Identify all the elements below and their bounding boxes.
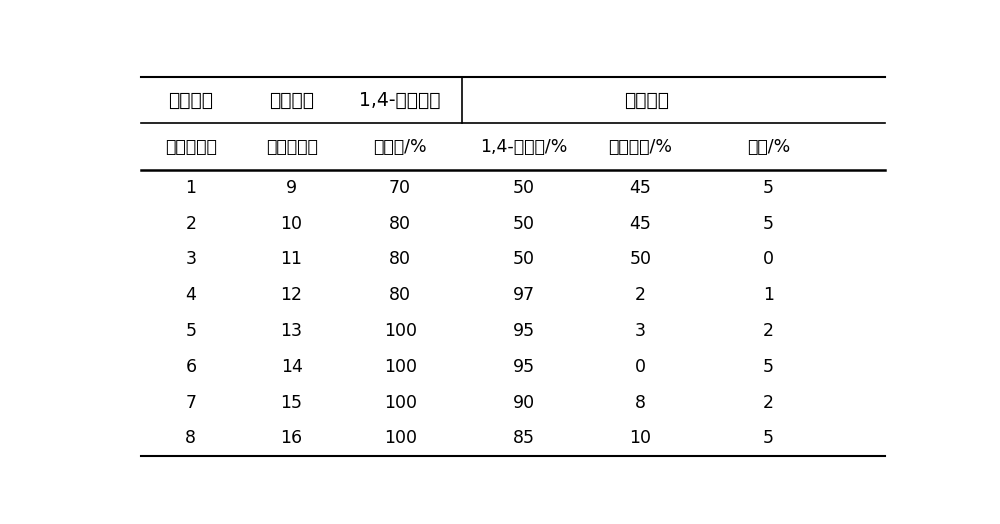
Text: 1,4-丁炔二醇: 1,4-丁炔二醇 bbox=[359, 91, 441, 110]
Text: 80: 80 bbox=[389, 250, 411, 268]
Text: 二段加氢: 二段加氢 bbox=[269, 91, 314, 110]
Text: 95: 95 bbox=[513, 322, 535, 340]
Text: 1,4-丁二醇/%: 1,4-丁二醇/% bbox=[480, 138, 568, 156]
Text: 其他/%: 其他/% bbox=[747, 138, 790, 156]
Text: 97: 97 bbox=[513, 286, 535, 304]
Text: 催化剂编号: 催化剂编号 bbox=[165, 138, 217, 156]
Text: 100: 100 bbox=[384, 429, 417, 447]
Text: 0: 0 bbox=[763, 250, 774, 268]
Text: 产物分布: 产物分布 bbox=[624, 91, 669, 110]
Text: 15: 15 bbox=[281, 394, 303, 411]
Text: 85: 85 bbox=[513, 429, 535, 447]
Text: 5: 5 bbox=[763, 214, 774, 233]
Text: 3: 3 bbox=[635, 322, 646, 340]
Text: 5: 5 bbox=[763, 358, 774, 376]
Text: 100: 100 bbox=[384, 394, 417, 411]
Text: 70: 70 bbox=[389, 179, 411, 196]
Text: 50: 50 bbox=[513, 250, 535, 268]
Text: 80: 80 bbox=[389, 214, 411, 233]
Text: 5: 5 bbox=[763, 429, 774, 447]
Text: 13: 13 bbox=[281, 322, 303, 340]
Text: 10: 10 bbox=[281, 214, 303, 233]
Text: 四氢呋喃/%: 四氢呋喃/% bbox=[608, 138, 672, 156]
Text: 8: 8 bbox=[635, 394, 646, 411]
Text: 50: 50 bbox=[513, 179, 535, 196]
Text: 45: 45 bbox=[629, 179, 651, 196]
Text: 50: 50 bbox=[513, 214, 535, 233]
Text: 催化剂编号: 催化剂编号 bbox=[266, 138, 318, 156]
Text: 7: 7 bbox=[185, 394, 196, 411]
Text: 1: 1 bbox=[185, 179, 196, 196]
Text: 11: 11 bbox=[281, 250, 303, 268]
Text: 95: 95 bbox=[513, 358, 535, 376]
Text: 45: 45 bbox=[629, 214, 651, 233]
Text: 50: 50 bbox=[629, 250, 651, 268]
Text: 80: 80 bbox=[389, 286, 411, 304]
Text: 2: 2 bbox=[763, 322, 774, 340]
Text: 100: 100 bbox=[384, 358, 417, 376]
Text: 5: 5 bbox=[763, 179, 774, 196]
Text: 100: 100 bbox=[384, 322, 417, 340]
Text: 16: 16 bbox=[281, 429, 303, 447]
Text: 0: 0 bbox=[635, 358, 646, 376]
Text: 9: 9 bbox=[286, 179, 297, 196]
Text: 4: 4 bbox=[185, 286, 196, 304]
Text: 转化率/%: 转化率/% bbox=[373, 138, 427, 156]
Text: 3: 3 bbox=[185, 250, 196, 268]
Text: 2: 2 bbox=[635, 286, 646, 304]
Text: 5: 5 bbox=[185, 322, 196, 340]
Text: 1: 1 bbox=[763, 286, 774, 304]
Text: 8: 8 bbox=[185, 429, 196, 447]
Text: 2: 2 bbox=[763, 394, 774, 411]
Text: 一段加氢: 一段加氢 bbox=[168, 91, 213, 110]
Text: 90: 90 bbox=[513, 394, 535, 411]
Text: 12: 12 bbox=[281, 286, 303, 304]
Text: 2: 2 bbox=[185, 214, 196, 233]
Text: 10: 10 bbox=[629, 429, 651, 447]
Text: 6: 6 bbox=[185, 358, 196, 376]
Text: 14: 14 bbox=[281, 358, 303, 376]
